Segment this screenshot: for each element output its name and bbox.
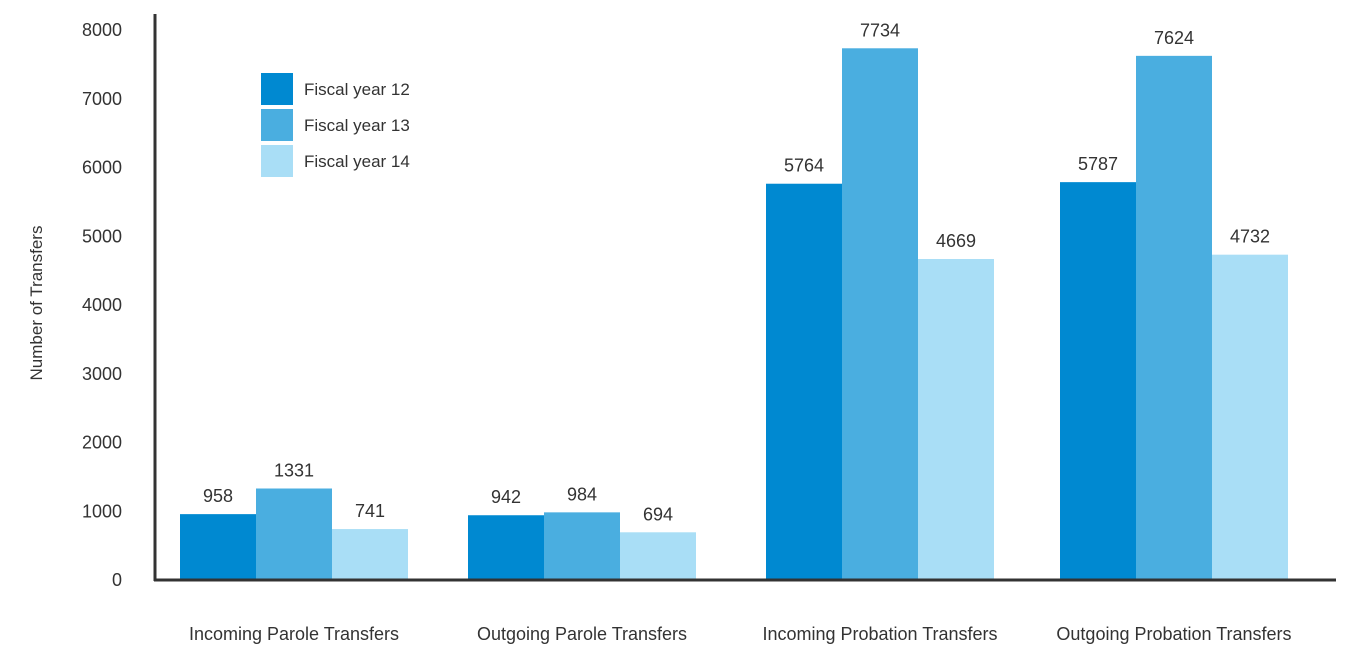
data-label: 942 — [491, 487, 521, 507]
bar-incoming-parole-transfers-fiscal-year-12 — [180, 514, 256, 580]
bar-incoming-probation-transfers-fiscal-year-12 — [766, 183, 842, 580]
y-axis-ticks: 0 1000 2000 3000 4000 5000 6000 7000 8000 — [82, 20, 122, 590]
data-label: 741 — [355, 501, 385, 521]
data-label: 694 — [643, 504, 673, 524]
legend: Fiscal year 12 Fiscal year 13 Fiscal year … — [261, 73, 410, 177]
bar-outgoing-parole-transfers-fiscal-year-14 — [620, 532, 696, 580]
bar-outgoing-parole-transfers-fiscal-year-13 — [544, 512, 620, 580]
data-label: 7734 — [860, 20, 900, 40]
x-tick-label: Outgoing Parole Transfers — [477, 624, 687, 644]
data-label: 7624 — [1154, 28, 1194, 48]
data-labels: 958 1331 741 942 984 694 5764 7734 4669 5787 7624 4… — [203, 20, 1270, 524]
bar-incoming-parole-transfers-fiscal-year-14 — [332, 529, 408, 580]
legend-label: Fiscal year 14 — [304, 152, 410, 171]
bars — [180, 48, 1288, 581]
data-label: 984 — [567, 484, 597, 504]
x-tick-label: Outgoing Probation Transfers — [1056, 624, 1291, 644]
data-label: 4669 — [936, 231, 976, 251]
y-tick-label: 8000 — [82, 20, 122, 40]
legend-swatch — [261, 73, 293, 105]
data-label: 5764 — [784, 156, 824, 176]
legend-label: Fiscal year 12 — [304, 80, 410, 99]
bar-outgoing-probation-transfers-fiscal-year-14 — [1212, 254, 1288, 581]
bar-outgoing-parole-transfers-fiscal-year-12 — [468, 515, 544, 580]
y-tick-label: 3000 — [82, 364, 122, 384]
legend-label: Fiscal year 13 — [304, 116, 410, 135]
legend-swatch — [261, 145, 293, 177]
data-label: 5787 — [1078, 154, 1118, 174]
y-tick-label: 4000 — [82, 295, 122, 315]
data-label: 958 — [203, 486, 233, 506]
bar-incoming-probation-transfers-fiscal-year-14 — [918, 259, 994, 580]
x-tick-label: Incoming Probation Transfers — [762, 624, 997, 644]
y-axis-title: Number of Transfers — [27, 226, 46, 381]
bar-incoming-parole-transfers-fiscal-year-13 — [256, 488, 332, 580]
legend-swatch — [261, 109, 293, 141]
y-tick-label: 2000 — [82, 433, 122, 453]
bar-outgoing-probation-transfers-fiscal-year-12 — [1060, 182, 1136, 581]
y-tick-label: 5000 — [82, 226, 122, 246]
x-tick-label: Incoming Parole Transfers — [189, 624, 399, 644]
x-axis-labels: Incoming Parole Transfers Outgoing Parole… — [189, 624, 1292, 644]
y-tick-label: 0 — [112, 570, 122, 590]
bar-outgoing-probation-transfers-fiscal-year-13 — [1136, 55, 1212, 581]
data-label: 1331 — [274, 460, 314, 480]
y-tick-label: 6000 — [82, 158, 122, 178]
y-tick-label: 7000 — [82, 89, 122, 109]
bar-incoming-probation-transfers-fiscal-year-13 — [842, 48, 918, 581]
data-label: 4732 — [1230, 227, 1270, 247]
y-tick-label: 1000 — [82, 501, 122, 521]
